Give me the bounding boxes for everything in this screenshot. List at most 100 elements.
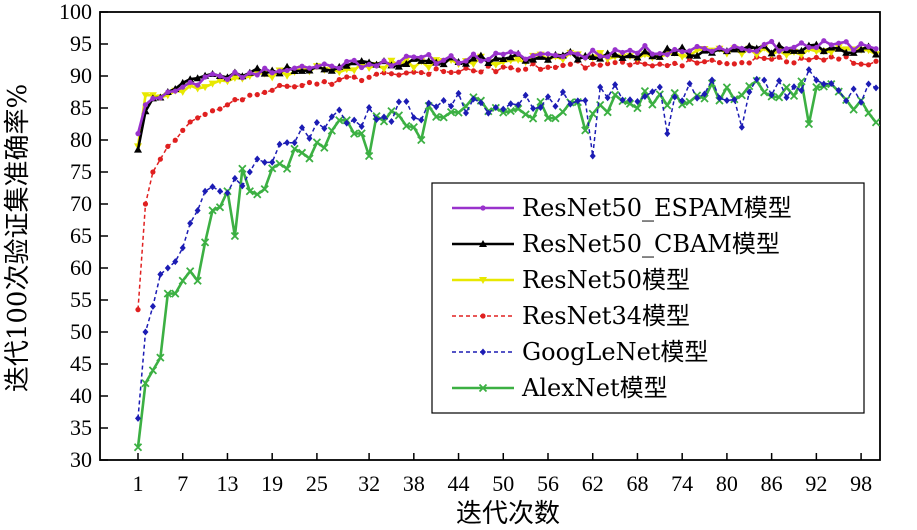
series-5-point [731,96,738,104]
series-6-point [357,129,366,138]
series-4-point [411,69,417,75]
x-tick-label: 13 [216,471,238,496]
series-2-point [663,44,672,52]
legend-item-5-point [480,348,486,356]
series-1-point [806,44,812,51]
series-5-point [716,94,723,102]
series-5-point [522,91,529,99]
series-5-point [656,83,663,91]
series-4-point [165,143,171,149]
series-4-point [441,68,447,75]
series-1-point [411,54,417,60]
series-6-point [394,111,404,120]
series-5-point [873,84,879,92]
series-1-point [329,63,335,69]
series-4-point [418,69,424,76]
series-1-point [373,63,380,69]
series-5-point [433,103,440,111]
series-4-point [679,63,685,69]
series-1-point [634,50,641,56]
series-6-point [238,164,247,173]
series-6-point [409,122,418,132]
y-tick-label: 80 [70,127,92,152]
series-5-point [589,152,596,160]
y-tick-label: 90 [70,63,92,88]
series-2-point [588,53,597,61]
series-4-point [582,65,588,71]
series-5-point [746,88,753,96]
series-5-point [574,97,581,105]
series-1-point [426,51,432,58]
series-1-point [254,72,260,78]
y-tick-label: 40 [70,383,92,408]
series-1-point [746,48,752,54]
series-1-point [314,64,320,70]
series-5-point [545,93,551,101]
x-tick-label: 38 [403,471,425,496]
legend-item-6-label: AlexNet模型 [521,374,668,402]
series-2-point [745,42,754,50]
series-5 [135,66,879,422]
series-6-point [193,276,202,285]
series-5-point [858,98,865,106]
series-4-point [642,61,648,67]
series-4-point [560,62,566,68]
series-3-point [380,65,388,73]
series-4-point [545,64,551,70]
series-1-point [403,53,409,59]
series-1-point [552,52,559,58]
series-6-point [864,108,873,118]
series-6-point [417,135,426,145]
series-4-point [605,61,611,67]
series-2-point [499,55,508,63]
series-5-point [843,97,850,105]
series-2-point [469,54,478,62]
series-5-point [828,79,835,87]
series-6-point [782,83,791,92]
series-2-point [320,65,329,73]
series-4-point [649,63,655,69]
series-4-point [694,60,700,66]
series-5-point [254,155,261,163]
series-5-point [149,302,156,310]
series-5-point [813,76,820,84]
series-5-line [137,68,877,419]
y-axis-ticks: 30 35 40 45 50 55 60 65 70 75 80 85 90 95 100 [59,0,108,472]
series-1-point [769,38,775,45]
series-5-point [723,97,730,105]
series-1-point [396,59,402,65]
series-4-point [515,67,521,73]
series-2-point [424,57,433,65]
series-5-point [649,88,656,96]
series-4-point [672,60,678,66]
series-2-point [626,51,634,59]
series-2-point [506,53,515,61]
series-3-point [350,67,359,75]
series-3-point [268,74,277,82]
series-1-point [388,63,395,69]
series-6-point [446,107,456,117]
series-5-point [619,96,626,104]
series-1-point [627,47,633,53]
series-6-point [297,148,307,157]
series-2-point [193,74,202,82]
series-6-point [335,116,344,125]
series-3-point [230,74,239,82]
series-2-point [693,51,702,59]
series-6-point [215,203,225,212]
series-1-point [306,65,313,71]
series-2-point [790,46,798,54]
y-tick-label: 55 [70,287,92,312]
series-6-point [432,112,441,121]
series-4-point [366,74,372,80]
series-1-point [836,40,842,46]
series-5-point [515,101,522,109]
series-1-point [209,71,216,77]
series-1-point [366,61,372,68]
x-tick-label: 1 [133,471,144,496]
series-1-point [843,39,849,45]
series-5-point [328,113,335,121]
series-4-point [269,87,275,93]
series-5-point [231,174,238,182]
series-1-point [344,58,350,65]
